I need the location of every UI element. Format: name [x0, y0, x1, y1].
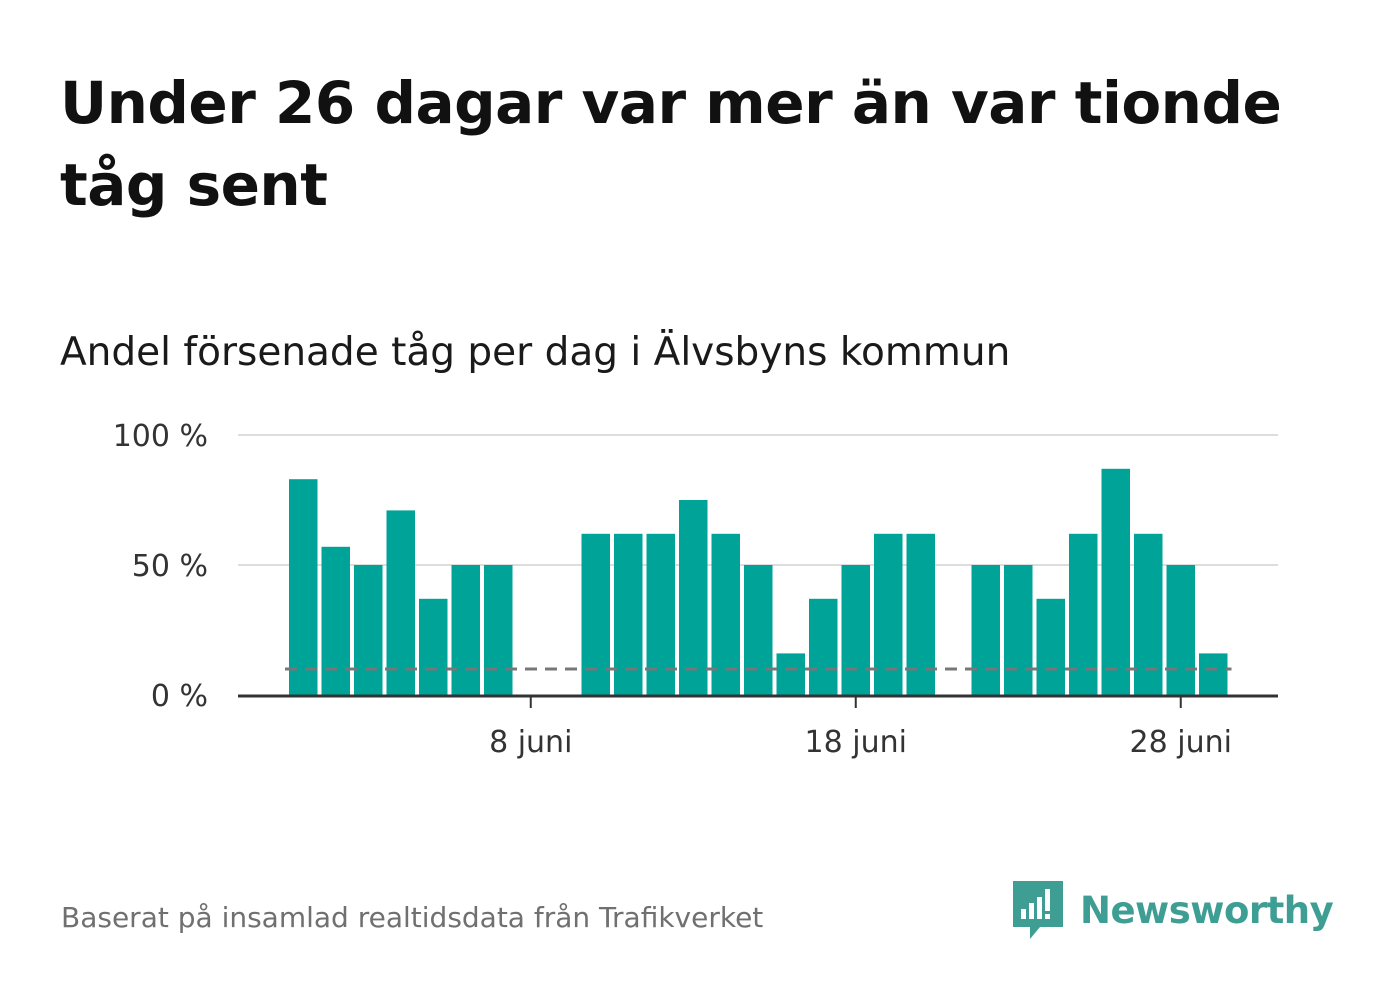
bars [289, 468, 1228, 695]
x-tick-label: 28 juni [1130, 725, 1232, 760]
bar [711, 533, 740, 695]
bar [451, 565, 480, 695]
bar [1166, 565, 1195, 695]
newsworthy-logo: Newsworthy [1010, 878, 1334, 942]
bar [809, 598, 838, 695]
y-tick-label: 0 % [151, 679, 208, 714]
chart-title: Under 26 dagar var mer än var tionde tåg… [60, 69, 1282, 219]
x-tick-label: 8 juni [489, 725, 572, 760]
newsworthy-bar-chart-icon [1013, 881, 1063, 939]
bar [1069, 533, 1098, 695]
bar [776, 653, 805, 695]
source-note: Baserat på insamlad realtidsdata från Tr… [61, 901, 764, 934]
bar [484, 565, 513, 695]
bar [386, 510, 415, 695]
bar [1036, 598, 1065, 695]
bar [581, 533, 610, 695]
bar [289, 479, 318, 695]
bar [1134, 533, 1163, 695]
bar [971, 565, 1000, 695]
bar-chart: 0 % 50 % 100 % 8 juni 18 juni 28 juni [113, 419, 1278, 760]
bar [744, 565, 773, 695]
bar [874, 533, 903, 695]
bar [646, 533, 675, 695]
y-tick-label: 50 % [132, 549, 208, 584]
bar [1101, 468, 1130, 695]
bar [906, 533, 935, 695]
bar [679, 500, 708, 695]
bar [321, 546, 350, 695]
bar [354, 565, 383, 695]
x-axis-ticks: 8 juni 18 juni 28 juni [489, 696, 1232, 760]
x-tick-label: 18 juni [805, 725, 907, 760]
bar [614, 533, 643, 695]
bar [1199, 653, 1228, 695]
brand-name: Newsworthy [1080, 888, 1334, 932]
y-axis-tick-labels: 0 % 50 % 100 % [113, 419, 208, 714]
chart-subtitle: Andel försenade tåg per dag i Älvsbyns k… [60, 330, 1011, 375]
bar [419, 598, 448, 695]
bar [841, 565, 870, 695]
bar [1004, 565, 1033, 695]
y-tick-label: 100 % [113, 419, 208, 454]
